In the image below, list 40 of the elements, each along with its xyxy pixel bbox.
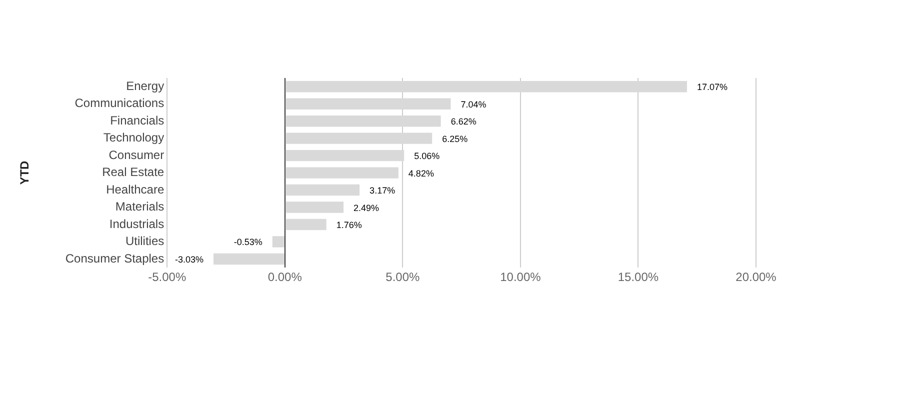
y-tick-label: Financials — [110, 113, 164, 128]
bar — [285, 202, 344, 213]
data-label: 17.07% — [696, 82, 728, 92]
data-label: 4.82% — [408, 168, 434, 178]
data-label: 1.76% — [336, 220, 362, 230]
data-label: 3.17% — [370, 186, 396, 196]
data-label: 7.04% — [460, 99, 486, 110]
y-tick-label: Technology — [103, 130, 164, 145]
bar — [285, 81, 687, 92]
bar — [214, 253, 284, 265]
y-tick-label: Real Estate — [102, 165, 164, 180]
data-label: 6.62% — [450, 116, 476, 127]
y-tick-label: Consumer Staples — [65, 251, 164, 266]
y-tick-label: Energy — [126, 78, 164, 93]
data-label: -0.53% — [234, 237, 262, 248]
y-tick-label: Communications — [74, 96, 164, 110]
bar — [285, 184, 360, 196]
y-axis-title: YTD — [18, 160, 32, 185]
data-label: 5.06% — [414, 151, 440, 162]
y-tick-label: Materials — [115, 200, 164, 214]
x-tick-label: -5.00% — [148, 270, 186, 284]
data-label: -3.03% — [174, 254, 204, 264]
data-label: 6.25% — [442, 134, 468, 144]
bar — [285, 218, 326, 230]
data-label: 2.49% — [354, 202, 380, 213]
bar — [285, 150, 404, 162]
x-tick-label: 0.00% — [268, 270, 302, 284]
y-tick-label: Healthcare — [106, 182, 164, 196]
bar — [285, 98, 451, 110]
bar — [285, 132, 432, 144]
bar — [285, 115, 441, 127]
bar — [285, 167, 398, 178]
y-tick-label: Utilities — [125, 234, 164, 248]
bar — [272, 236, 284, 248]
x-tick-label: 5.00% — [386, 270, 420, 284]
x-tick-label: 15.00% — [618, 270, 659, 284]
y-tick-label: Consumer — [108, 148, 164, 162]
x-tick-label: 10.00% — [500, 270, 542, 284]
y-tick-label: Industrials — [109, 216, 164, 231]
x-tick-label: 20.00% — [736, 270, 777, 284]
